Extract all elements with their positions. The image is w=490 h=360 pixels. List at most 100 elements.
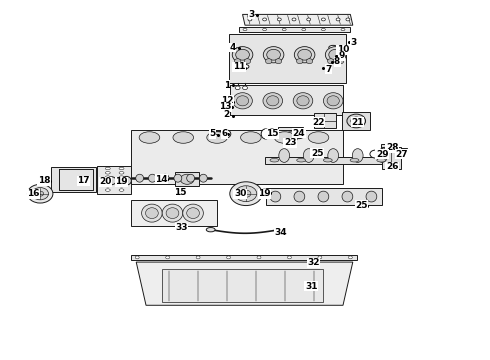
Text: 15: 15 [266, 130, 278, 139]
Ellipse shape [222, 130, 231, 138]
Polygon shape [131, 130, 343, 184]
Ellipse shape [161, 174, 169, 182]
Text: 9: 9 [338, 51, 345, 60]
Ellipse shape [105, 184, 110, 187]
Ellipse shape [119, 184, 124, 187]
Text: 2: 2 [224, 110, 230, 119]
Polygon shape [321, 65, 327, 69]
Ellipse shape [294, 47, 315, 63]
Ellipse shape [325, 47, 346, 63]
Ellipse shape [241, 190, 251, 197]
Ellipse shape [207, 132, 227, 143]
Ellipse shape [267, 49, 280, 60]
Text: 12: 12 [220, 96, 233, 105]
Ellipse shape [257, 256, 261, 259]
Ellipse shape [274, 132, 295, 143]
Ellipse shape [318, 256, 322, 259]
Ellipse shape [267, 96, 279, 106]
Ellipse shape [139, 132, 160, 143]
Ellipse shape [318, 191, 329, 202]
Ellipse shape [329, 45, 338, 50]
Ellipse shape [268, 129, 276, 138]
Ellipse shape [105, 167, 110, 170]
Ellipse shape [279, 149, 290, 162]
Ellipse shape [122, 176, 131, 185]
Text: 15: 15 [174, 188, 187, 197]
Ellipse shape [346, 18, 350, 21]
Text: 27: 27 [395, 150, 408, 159]
Ellipse shape [377, 158, 386, 162]
Ellipse shape [142, 204, 162, 222]
Ellipse shape [119, 172, 124, 174]
Text: 5: 5 [210, 130, 216, 139]
Ellipse shape [105, 172, 110, 174]
Text: 31: 31 [305, 282, 318, 291]
Ellipse shape [32, 188, 49, 200]
Ellipse shape [196, 256, 200, 259]
Ellipse shape [263, 18, 267, 21]
Ellipse shape [135, 256, 139, 259]
Ellipse shape [282, 28, 286, 31]
Bar [131, 255, 357, 260]
Ellipse shape [174, 174, 182, 182]
Ellipse shape [243, 86, 247, 90]
Polygon shape [212, 131, 221, 136]
Ellipse shape [162, 204, 183, 222]
Ellipse shape [37, 191, 44, 196]
Text: 33: 33 [175, 223, 188, 232]
Polygon shape [136, 262, 353, 305]
Bar [131, 200, 217, 226]
Bar [278, 127, 303, 147]
Bar [175, 172, 199, 186]
Polygon shape [230, 85, 343, 115]
Text: 3: 3 [351, 38, 357, 47]
Ellipse shape [235, 186, 257, 202]
Ellipse shape [232, 47, 253, 63]
Text: 23: 23 [284, 139, 296, 148]
Ellipse shape [270, 191, 281, 202]
Text: 22: 22 [312, 118, 325, 127]
Ellipse shape [347, 114, 366, 128]
Text: 29: 29 [376, 150, 389, 159]
Ellipse shape [350, 158, 359, 162]
Ellipse shape [230, 182, 262, 206]
Ellipse shape [206, 228, 215, 232]
Ellipse shape [259, 189, 270, 198]
Ellipse shape [292, 18, 296, 21]
Ellipse shape [321, 28, 325, 31]
Ellipse shape [235, 86, 240, 90]
Text: 30: 30 [234, 189, 246, 198]
Polygon shape [381, 144, 396, 154]
Bar [342, 112, 370, 130]
Text: 3: 3 [248, 10, 254, 19]
Ellipse shape [370, 150, 381, 158]
Ellipse shape [236, 49, 249, 60]
Ellipse shape [27, 184, 53, 203]
Ellipse shape [323, 93, 343, 109]
Ellipse shape [341, 28, 345, 31]
Ellipse shape [298, 49, 312, 60]
Polygon shape [398, 148, 407, 156]
Text: 19: 19 [258, 189, 271, 198]
Text: 10: 10 [337, 45, 349, 54]
Ellipse shape [166, 256, 170, 259]
Polygon shape [51, 167, 96, 192]
Ellipse shape [342, 191, 353, 202]
Ellipse shape [337, 59, 344, 64]
Ellipse shape [328, 149, 339, 162]
Ellipse shape [302, 28, 306, 31]
Ellipse shape [288, 256, 292, 259]
Ellipse shape [105, 176, 110, 179]
Ellipse shape [323, 158, 332, 162]
Ellipse shape [263, 93, 283, 109]
Ellipse shape [327, 96, 339, 106]
Polygon shape [239, 27, 350, 32]
Ellipse shape [241, 64, 249, 69]
Ellipse shape [297, 96, 309, 106]
Ellipse shape [243, 28, 247, 31]
Text: 25: 25 [355, 201, 368, 210]
Ellipse shape [105, 189, 110, 192]
Ellipse shape [183, 204, 203, 222]
Ellipse shape [261, 129, 270, 139]
Ellipse shape [234, 59, 241, 64]
